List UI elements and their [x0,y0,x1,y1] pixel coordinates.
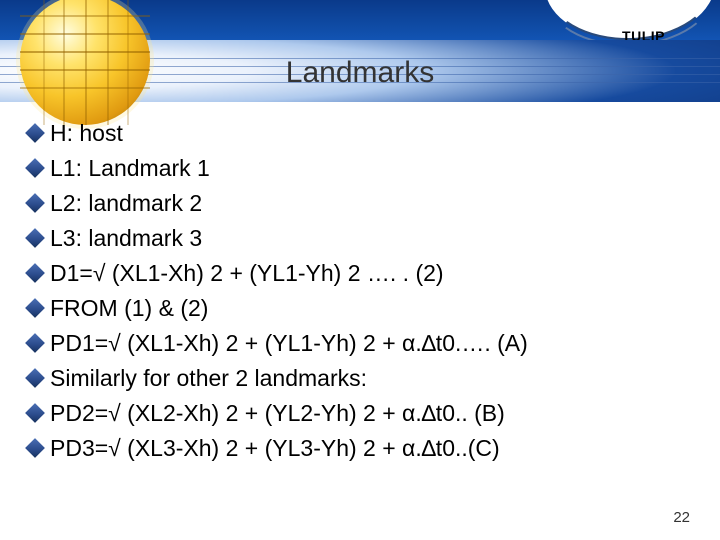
diamond-bullet-icon [28,406,42,420]
diamond-bullet-icon [28,196,42,210]
bullet-text: PD2=√ (XL2-Xh) 2 + (YL2-Yh) 2 + α.∆t0.. … [50,398,505,429]
diamond-bullet-icon [28,371,42,385]
diamond-bullet-icon [28,126,42,140]
list-item: D1=√ (XL1-Xh) 2 + (YL1-Yh) 2 …. . (2) [28,258,692,289]
diamond-bullet-icon [28,336,42,350]
list-item: L2: landmark 2 [28,188,692,219]
bullet-text: Similarly for other 2 landmarks: [50,363,367,394]
bullet-text: L3: landmark 3 [50,223,202,254]
diamond-bullet-icon [28,266,42,280]
bullet-text: D1=√ (XL1-Xh) 2 + (YL1-Yh) 2 …. . (2) [50,258,444,289]
list-item: L3: landmark 3 [28,223,692,254]
bullet-text: FROM (1) & (2) [50,293,208,324]
list-item: PD3=√ (XL3-Xh) 2 + (YL3-Yh) 2 + α.∆t0..(… [28,433,692,464]
list-item: H: host [28,118,692,149]
page-number: 22 [673,509,690,526]
bullet-text: L1: Landmark 1 [50,153,210,184]
list-item: FROM (1) & (2) [28,293,692,324]
page-title: Landmarks [0,56,720,90]
diamond-bullet-icon [28,301,42,315]
list-item: PD2=√ (XL2-Xh) 2 + (YL2-Yh) 2 + α.∆t0.. … [28,398,692,429]
bullet-text: PD1=√ (XL1-Xh) 2 + (YL1-Yh) 2 + α.∆t0.….… [50,328,528,359]
list-item: Similarly for other 2 landmarks: [28,363,692,394]
content-area: H: host L1: Landmark 1 L2: landmark 2 L3… [28,118,692,468]
diamond-bullet-icon [28,231,42,245]
bullet-text: L2: landmark 2 [50,188,202,219]
list-item: L1: Landmark 1 [28,153,692,184]
list-item: PD1=√ (XL1-Xh) 2 + (YL1-Yh) 2 + α.∆t0.….… [28,328,692,359]
bullet-text: H: host [50,118,123,149]
bullet-text: PD3=√ (XL3-Xh) 2 + (YL3-Yh) 2 + α.∆t0..(… [50,433,500,464]
diamond-bullet-icon [28,441,42,455]
diamond-bullet-icon [28,161,42,175]
